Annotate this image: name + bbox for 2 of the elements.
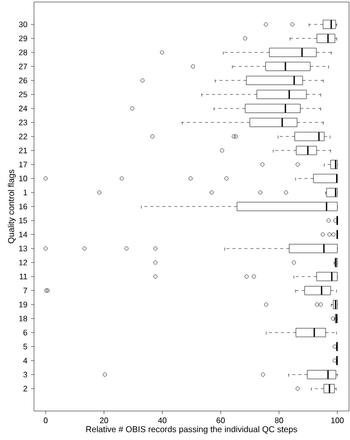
y-axis-title: Quality control flags — [8, 170, 16, 244]
x-axis-title: Relative # OBIS records passing the individual QC steps — [86, 426, 298, 434]
